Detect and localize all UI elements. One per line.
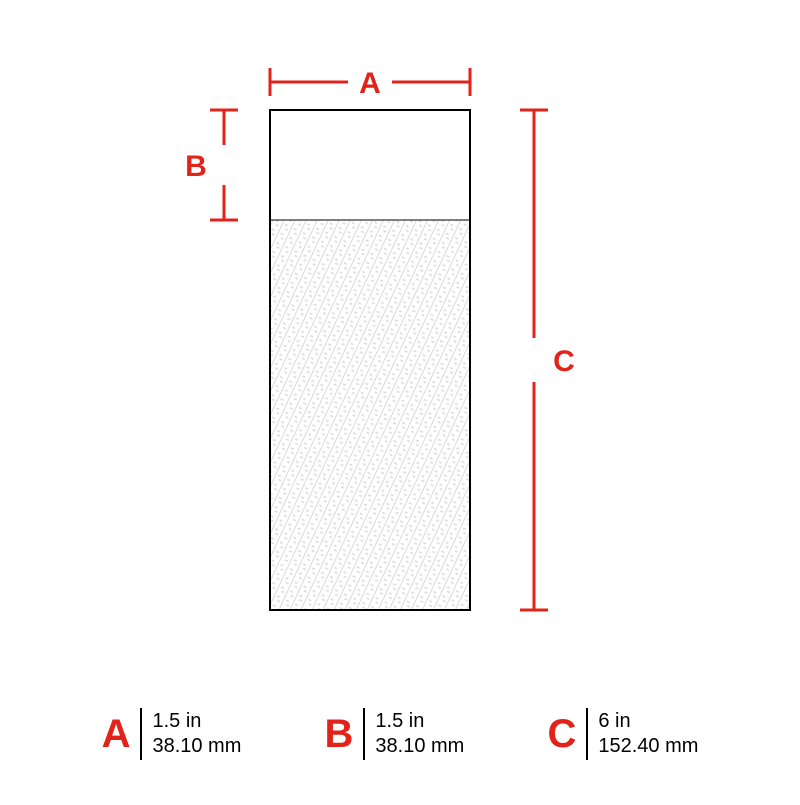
- legend-item-c: C 6 in 152.40 mm: [547, 708, 698, 760]
- legend-item-a: A 1.5 in 38.10 mm: [102, 708, 242, 760]
- legend-imperial: 6 in: [598, 709, 698, 734]
- dim-label-b: B: [185, 150, 207, 183]
- legend-divider: [586, 708, 588, 760]
- legend-item-b: B 1.5 in 38.10 mm: [325, 708, 465, 760]
- legend-letter: B: [325, 714, 354, 754]
- legend-divider: [140, 708, 142, 760]
- legend-imperial: 1.5 in: [375, 709, 464, 734]
- dimension-diagram: A B C: [0, 0, 800, 800]
- legend-letter: C: [547, 714, 576, 754]
- legend-metric: 152.40 mm: [598, 734, 698, 759]
- legend: A 1.5 in 38.10 mm B 1.5 in 38.10 mm C 6 …: [0, 708, 800, 760]
- dim-label-c: C: [553, 345, 575, 378]
- legend-imperial: 1.5 in: [152, 709, 241, 734]
- diagram-stage: A B C: [0, 0, 800, 800]
- legend-letter: A: [102, 714, 131, 754]
- legend-values: 1.5 in 38.10 mm: [375, 709, 464, 759]
- legend-values: 1.5 in 38.10 mm: [152, 709, 241, 759]
- dim-label-a: A: [359, 67, 381, 100]
- legend-metric: 38.10 mm: [152, 734, 241, 759]
- legend-divider: [363, 708, 365, 760]
- label-texture: [271, 220, 469, 609]
- legend-metric: 38.10 mm: [375, 734, 464, 759]
- legend-values: 6 in 152.40 mm: [598, 709, 698, 759]
